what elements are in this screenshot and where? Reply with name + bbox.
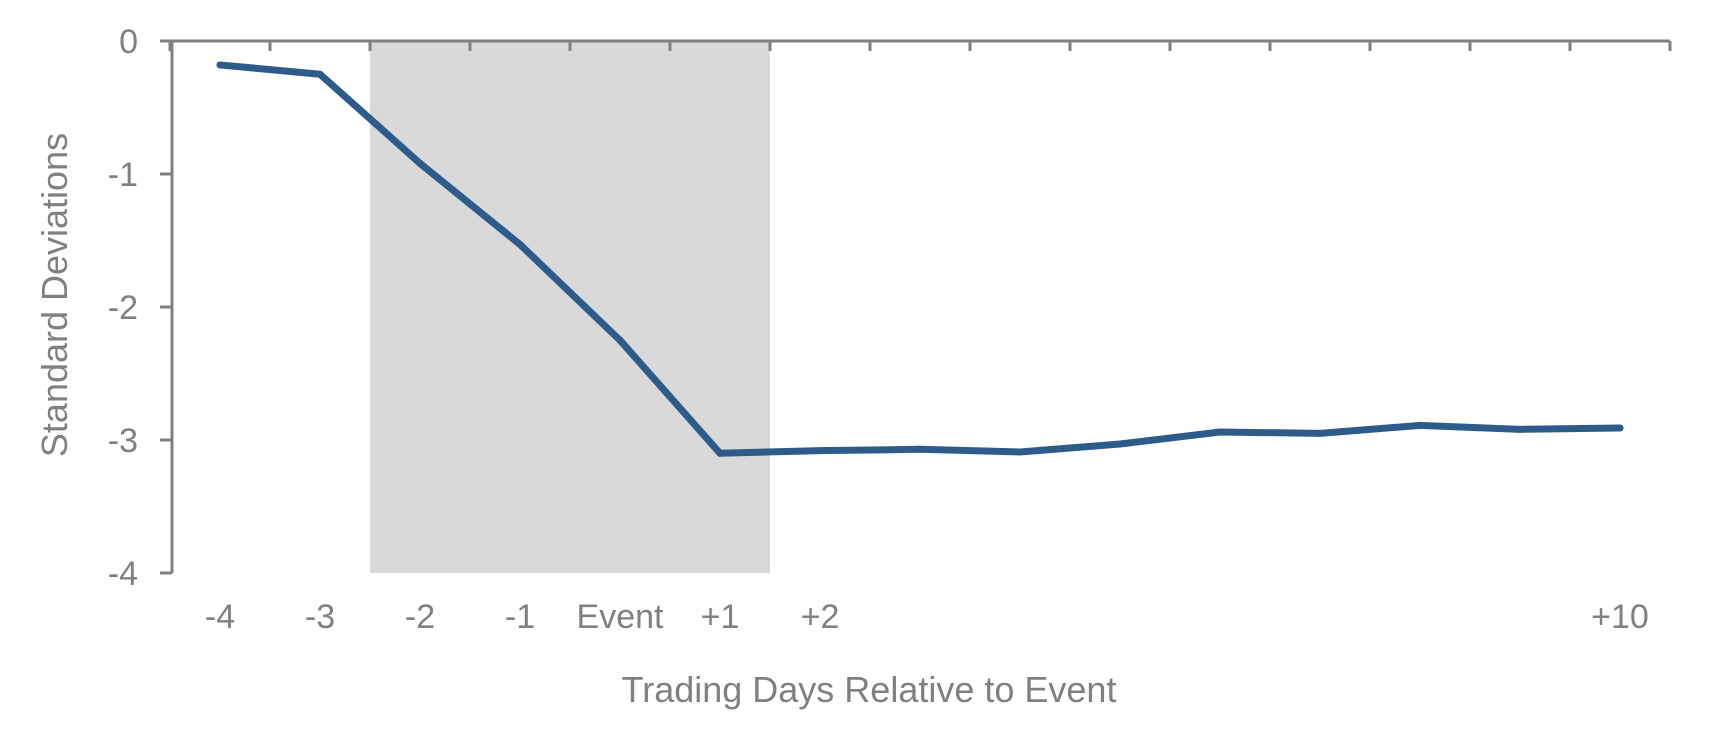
y-tick-label: -2 (108, 289, 138, 327)
x-tick-label: +10 (1591, 598, 1649, 636)
data-point (216, 61, 224, 69)
data-point (716, 449, 724, 457)
data-point (816, 447, 824, 455)
x-tick-label: +1 (701, 598, 740, 636)
data-point (1516, 425, 1524, 433)
x-tick-label: -4 (205, 598, 235, 636)
data-point (1616, 424, 1624, 432)
data-point (316, 70, 324, 78)
event-window-shade (370, 41, 770, 573)
event-window-shading (370, 41, 770, 573)
x-tick-label: +2 (801, 598, 840, 636)
data-point (516, 240, 524, 248)
data-point (916, 445, 924, 453)
data-point (1316, 429, 1324, 437)
x-axis-title: Trading Days Relative to Event (622, 669, 1117, 710)
y-tick-label: 0 (119, 23, 138, 61)
x-tick-label: -3 (305, 598, 335, 636)
axes (160, 39, 1672, 575)
data-point (1116, 440, 1124, 448)
tick-labels: 0 -1 -2 -3 -4 -4 -3 -2 -1 Event +1 +2 +10 (108, 23, 1649, 636)
data-point (1016, 448, 1024, 456)
x-tick-label: -2 (405, 598, 435, 636)
x-tick-label: Event (577, 598, 664, 636)
y-tick-label: -1 (108, 156, 138, 194)
series-layer (216, 61, 1624, 457)
data-point (1416, 421, 1424, 429)
y-tick-label: -4 (108, 555, 138, 593)
data-point (416, 159, 424, 167)
y-axis-title: Standard Deviations (34, 133, 75, 457)
data-point (616, 336, 624, 344)
x-tick-label: -1 (505, 598, 535, 636)
y-tick-label: -3 (108, 422, 138, 460)
data-point (1216, 428, 1224, 436)
